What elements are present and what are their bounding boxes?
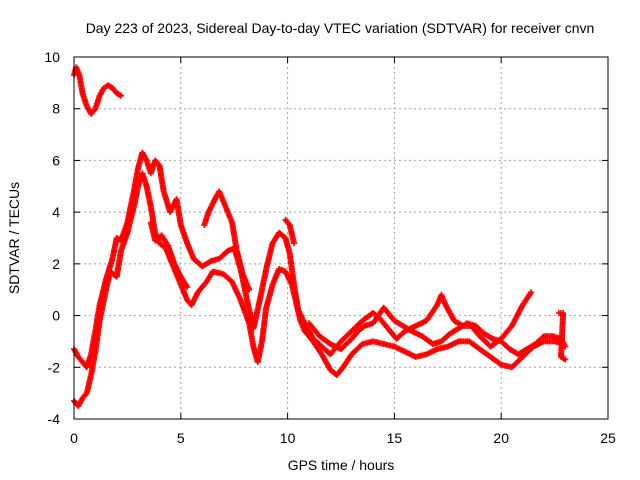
data-point (562, 356, 569, 363)
y-tick-label: 6 (52, 152, 60, 168)
series-segment-g (306, 304, 569, 358)
y-tick-label: 2 (52, 256, 60, 272)
series-segment-f (282, 216, 297, 247)
x-tick-label: 15 (387, 430, 403, 446)
x-axis-label: GPS time / hours (288, 457, 395, 473)
x-tick-label: 10 (280, 430, 296, 446)
series-segment-a (71, 64, 124, 117)
y-tick-label: 8 (52, 101, 60, 117)
axis-ticks (73, 56, 609, 420)
y-tick-label: -4 (48, 411, 61, 427)
x-tick-label: 5 (177, 430, 185, 446)
y-axis-label: SDTVAR / TECUs (6, 182, 22, 294)
chart-title: Day 223 of 2023, Sidereal Day-to-day VTE… (86, 20, 595, 36)
series-segment-b (71, 170, 567, 410)
data-points (71, 64, 569, 410)
x-tick-label: 20 (493, 430, 509, 446)
data-point (184, 284, 191, 291)
y-tick-label: -2 (48, 359, 61, 375)
plot-frame (73, 56, 609, 420)
data-point (291, 240, 297, 247)
data-point (246, 286, 253, 293)
series-segment-d (147, 219, 191, 291)
y-tick-label: 0 (52, 308, 60, 324)
x-tick-label: 0 (70, 430, 78, 446)
x-tick-labels: 0 5 10 15 20 25 (70, 430, 616, 446)
data-point (528, 289, 535, 296)
series-segment-e (201, 188, 253, 293)
data-point (118, 92, 124, 99)
x-tick-label: 25 (600, 430, 616, 446)
y-tick-label: 4 (52, 204, 60, 220)
y-tick-labels: -4 -2 0 2 4 6 8 10 (44, 49, 60, 427)
series-segment-h (555, 310, 569, 363)
y-tick-label: 10 (44, 49, 60, 65)
series-segment-c (71, 149, 535, 371)
